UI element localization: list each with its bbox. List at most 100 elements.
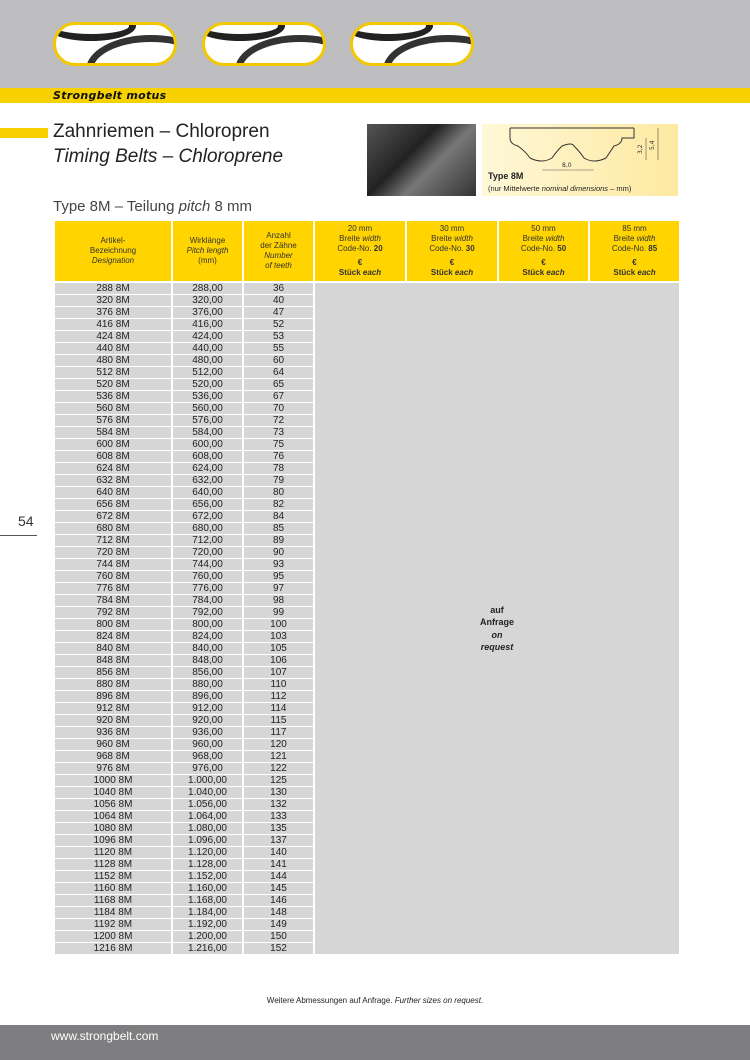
teeth-cell: 112 <box>242 690 315 703</box>
teeth-cell: 117 <box>242 726 315 739</box>
table-row: 712 8M 712,00 89 <box>53 534 680 547</box>
designation-cell: 1184 8M <box>53 906 173 919</box>
table-row: 680 8M 680,00 85 <box>53 522 680 535</box>
footer-url[interactable]: www.strongbelt.com <box>51 1029 159 1043</box>
price-table: Artikel- Bezeichnung Designation Wirklänge… <box>53 219 681 954</box>
pitch-length-cell: 776,00 <box>171 582 244 595</box>
pitch-length-cell: 320,00 <box>171 294 244 307</box>
teeth-cell: 150 <box>242 930 315 943</box>
table-row: 1056 8M 1.056,00 132 <box>53 798 680 811</box>
teeth-cell: 149 <box>242 918 315 931</box>
designation-cell: 856 8M <box>53 666 173 679</box>
table-row: 848 8M 848,00 106 <box>53 654 680 667</box>
table-row: 968 8M 968,00 121 <box>53 750 680 763</box>
teeth-cell: 99 <box>242 606 315 619</box>
pitch-length-cell: 512,00 <box>171 366 244 379</box>
pitch-length-cell: 584,00 <box>171 426 244 439</box>
page-title: Zahnriemen – Chloropren <box>53 121 270 142</box>
col-pitch-length: Wirklänge Pitch length (mm) <box>171 219 244 283</box>
designation-cell: 1096 8M <box>53 834 173 847</box>
pitch-length-cell: 920,00 <box>171 714 244 727</box>
table-row: 896 8M 896,00 112 <box>53 690 680 703</box>
pitch-length-cell: 440,00 <box>171 342 244 355</box>
table-row: 776 8M 776,00 97 <box>53 582 680 595</box>
designation-cell: 424 8M <box>53 330 173 343</box>
table-row: 440 8M 440,00 55 <box>53 342 680 355</box>
designation-cell: 512 8M <box>53 366 173 379</box>
pitch-length-cell: 640,00 <box>171 486 244 499</box>
pitch-length-cell: 656,00 <box>171 498 244 511</box>
table-row: 640 8M 640,00 80 <box>53 486 680 499</box>
designation-cell: 1064 8M <box>53 810 173 823</box>
table-row: 632 8M 632,00 79 <box>53 474 680 487</box>
pitch-length-cell: 840,00 <box>171 642 244 655</box>
belt-thumbnail-image <box>202 22 326 66</box>
table-row: 1168 8M 1.168,00 146 <box>53 894 680 907</box>
teeth-cell: 98 <box>242 594 315 607</box>
pitch-length-cell: 1.096,00 <box>171 834 244 847</box>
teeth-cell: 67 <box>242 390 315 403</box>
pitch-length-cell: 792,00 <box>171 606 244 619</box>
col-teeth: Anzahl der Zähne Number of teeth <box>242 219 315 283</box>
pitch-length-cell: 424,00 <box>171 330 244 343</box>
table-row: 720 8M 720,00 90 <box>53 546 680 559</box>
teeth-cell: 148 <box>242 906 315 919</box>
pitch-length-cell: 760,00 <box>171 570 244 583</box>
designation-cell: 1152 8M <box>53 870 173 883</box>
table-row: 288 8M 288,00 36 auf Anfrage on request <box>53 282 681 954</box>
total-height-dimension: 5,4 <box>649 140 656 150</box>
pitch-length-cell: 576,00 <box>171 414 244 427</box>
pitch-length-cell: 1.160,00 <box>171 882 244 895</box>
designation-cell: 1160 8M <box>53 882 173 895</box>
pitch-length-cell: 968,00 <box>171 750 244 763</box>
pitch-length-cell: 1.192,00 <box>171 918 244 931</box>
table-row: 960 8M 960,00 120 <box>53 738 680 751</box>
designation-cell: 968 8M <box>53 750 173 763</box>
designation-cell: 1168 8M <box>53 894 173 907</box>
teeth-cell: 64 <box>242 366 315 379</box>
table-row: 624 8M 624,00 78 <box>53 462 680 475</box>
pitch-length-cell: 632,00 <box>171 474 244 487</box>
designation-cell: 600 8M <box>53 438 173 451</box>
teeth-cell: 82 <box>242 498 315 511</box>
teeth-cell: 133 <box>242 810 315 823</box>
teeth-cell: 93 <box>242 558 315 571</box>
teeth-cell: 140 <box>242 846 315 859</box>
table-row: 1000 8M 1.000,00 125 <box>53 774 680 787</box>
pitch-length-cell: 1.184,00 <box>171 906 244 919</box>
designation-cell: 1000 8M <box>53 774 173 787</box>
designation-cell: 744 8M <box>53 558 173 571</box>
designation-cell: 960 8M <box>53 738 173 751</box>
pitch-length-cell: 672,00 <box>171 510 244 523</box>
pitch-length-cell: 1.080,00 <box>171 822 244 835</box>
teeth-cell: 89 <box>242 534 315 547</box>
table-row: 656 8M 656,00 82 <box>53 498 680 511</box>
teeth-cell: 110 <box>242 678 315 691</box>
table-row: 1200 8M 1.200,00 150 <box>53 930 680 943</box>
col-designation: Artikel- Bezeichnung Designation <box>53 219 173 283</box>
teeth-cell: 84 <box>242 510 315 523</box>
page-number: 54 <box>18 513 34 529</box>
col-width-50: 50 mm Breite width Code-No. 50 € Stück each <box>497 219 590 283</box>
pitch-length-cell: 480,00 <box>171 354 244 367</box>
col-width-30: 30 mm Breite width Code-No. 30 € Stück each <box>405 219 499 283</box>
designation-cell: 920 8M <box>53 714 173 727</box>
pitch-length-cell: 936,00 <box>171 726 244 739</box>
teeth-cell: 145 <box>242 882 315 895</box>
teeth-cell: 90 <box>242 546 315 559</box>
header-band <box>0 0 750 88</box>
designation-cell: 976 8M <box>53 762 173 775</box>
pitch-length-cell: 896,00 <box>171 690 244 703</box>
pitch-length-cell: 856,00 <box>171 666 244 679</box>
table-row: 824 8M 824,00 103 <box>53 630 680 643</box>
pitch-length-cell: 976,00 <box>171 762 244 775</box>
col-width-85: 85 mm Breite width Code-No. 85 € Stück each <box>588 219 681 283</box>
table-row: 912 8M 912,00 114 <box>53 702 680 715</box>
teeth-cell: 105 <box>242 642 315 655</box>
teeth-cell: 65 <box>242 378 315 391</box>
pitch-length-cell: 288,00 <box>171 282 244 295</box>
teeth-cell: 47 <box>242 306 315 319</box>
teeth-cell: 107 <box>242 666 315 679</box>
designation-cell: 720 8M <box>53 546 173 559</box>
tooth-profile-diagram: 8,0 3,2 5,4 Type 8M (nur Mittelwerte nom… <box>482 124 678 196</box>
